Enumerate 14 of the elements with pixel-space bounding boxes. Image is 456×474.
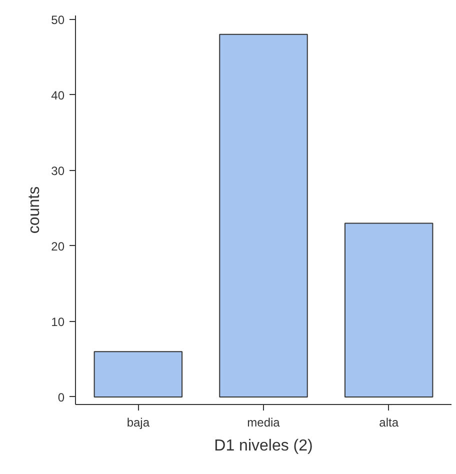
y-tick-label: 20: [51, 239, 65, 254]
x-axis-title: D1 niveles (2): [214, 438, 313, 454]
y-tick-label: 0: [58, 390, 65, 404]
bar: [344, 222, 434, 398]
y-tick-label: 50: [51, 12, 65, 27]
y-tick-label: 10: [51, 314, 65, 329]
y-axis-title: counts: [26, 186, 44, 234]
bar: [94, 351, 183, 398]
x-tick-label: baja: [126, 416, 150, 430]
y-tick-label: 40: [51, 88, 65, 102]
x-tick-label: alta: [379, 416, 399, 430]
x-tick-label: media: [247, 416, 280, 430]
bar: [219, 34, 308, 398]
y-tick-label: 30: [51, 164, 65, 178]
